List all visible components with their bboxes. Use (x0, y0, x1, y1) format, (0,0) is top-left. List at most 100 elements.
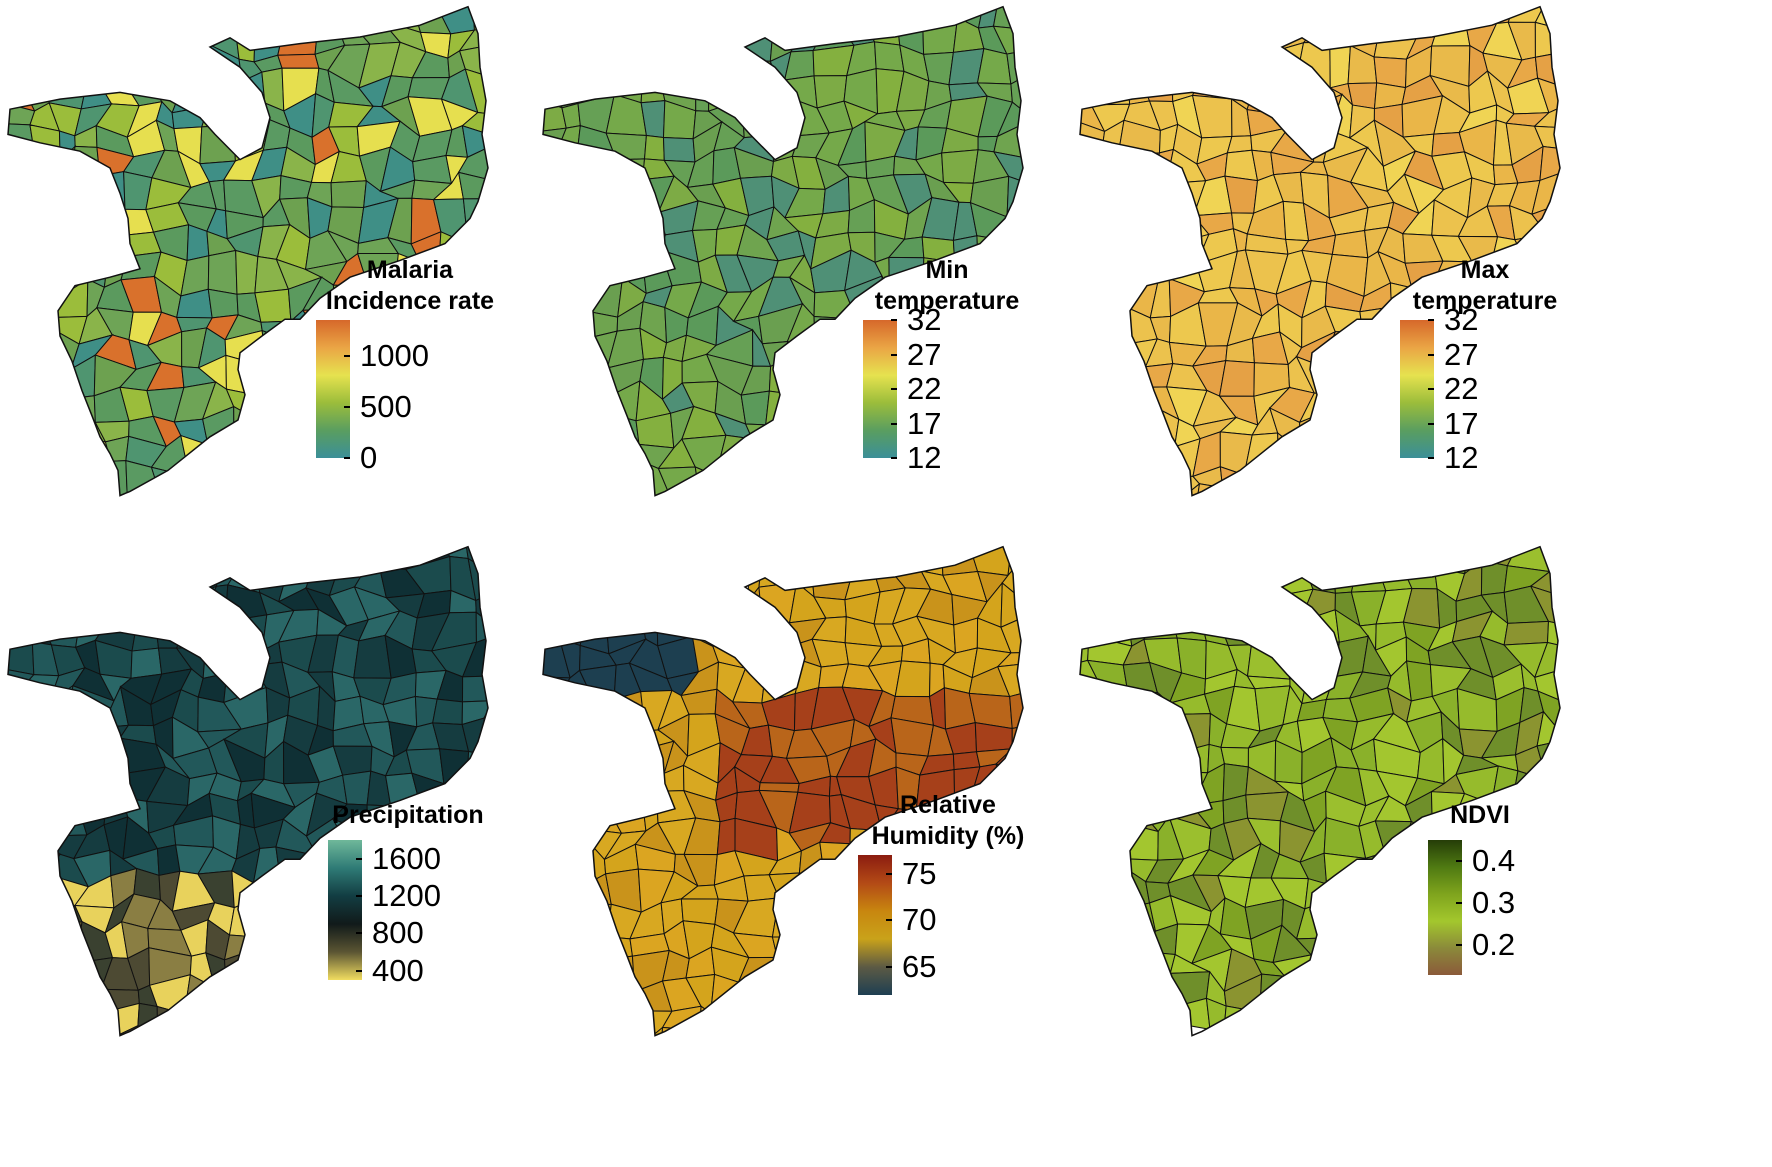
district (1006, 48, 1023, 85)
country-outline (542, 5, 1024, 497)
district (483, 691, 488, 720)
map-panel-6 (1072, 540, 1672, 1110)
district (992, 6, 1023, 30)
district (760, 620, 791, 648)
district (1465, 6, 1498, 27)
district (156, 1005, 185, 1036)
district (261, 329, 297, 368)
map-panel-5 (535, 540, 1135, 1110)
district (1503, 620, 1550, 646)
district (175, 618, 207, 649)
district (224, 614, 268, 652)
district (225, 354, 267, 396)
district (1299, 609, 1340, 643)
district (1323, 852, 1367, 889)
tick-label: 1600 (372, 840, 441, 876)
district (699, 1005, 712, 1031)
country-outline (7, 545, 489, 1037)
district (1122, 797, 1160, 833)
tick-label: 17 (1444, 405, 1479, 441)
tick-label: 32 (1444, 302, 1479, 337)
district (641, 234, 667, 256)
district (457, 145, 488, 181)
district (58, 144, 76, 191)
tick-mark (1428, 422, 1434, 425)
district (380, 6, 422, 34)
district (178, 555, 218, 600)
district (643, 134, 665, 161)
tick-mark (891, 457, 897, 459)
district (659, 1026, 701, 1036)
district (230, 102, 271, 127)
district (202, 634, 245, 680)
district (1331, 229, 1369, 259)
district (467, 750, 488, 782)
district (1222, 1005, 1261, 1036)
tick-label: 27 (1444, 336, 1479, 372)
tick-mark (1428, 388, 1434, 390)
district (740, 390, 770, 426)
district (1307, 639, 1340, 678)
tick-mark (891, 388, 897, 390)
district (378, 546, 419, 570)
district (277, 53, 320, 69)
district (609, 158, 646, 183)
tick-mark (1428, 457, 1434, 459)
district (543, 127, 568, 154)
tick-label: 1200 (372, 878, 441, 913)
tick-mark (891, 353, 897, 356)
country-outline (1079, 545, 1561, 1037)
legend-title: Min (925, 256, 969, 284)
district (199, 124, 236, 165)
district (640, 73, 666, 104)
district (639, 1026, 664, 1036)
legend-title: NDVI (1450, 801, 1510, 829)
district (49, 684, 74, 731)
tick-label: 32 (907, 302, 942, 337)
district (941, 149, 979, 184)
district (1246, 634, 1291, 680)
tick-label: 12 (1444, 440, 1479, 475)
district (1296, 93, 1343, 132)
district (1406, 660, 1433, 702)
tick-mark (356, 895, 362, 897)
district (46, 278, 89, 319)
district (716, 817, 736, 856)
district (8, 641, 35, 676)
district (1270, 42, 1305, 85)
country-outline (542, 545, 1024, 1037)
tick-mark (344, 457, 350, 459)
choropleth-map (7, 5, 489, 497)
district (275, 846, 318, 881)
district (922, 16, 959, 55)
district (712, 613, 751, 648)
tick-mark (356, 969, 362, 972)
district (584, 903, 612, 938)
district (894, 660, 931, 698)
district (1006, 175, 1023, 218)
district (1127, 691, 1158, 724)
choropleth-map (542, 5, 1024, 497)
district (130, 647, 163, 679)
tick-mark (886, 919, 892, 922)
district (1191, 70, 1233, 100)
legend-title: temperature (874, 287, 1020, 315)
district (694, 466, 717, 496)
district (197, 584, 229, 623)
district (8, 122, 35, 164)
district (483, 717, 488, 757)
country-outline (7, 5, 489, 497)
district (29, 124, 61, 162)
tick-mark (1456, 902, 1462, 905)
tick-label: 22 (907, 371, 942, 406)
district (1431, 546, 1473, 575)
tick-mark (891, 422, 897, 425)
district (438, 748, 470, 785)
tick-label: 75 (902, 855, 937, 891)
district (464, 68, 488, 115)
district (662, 137, 696, 163)
district (543, 95, 567, 133)
legend-title: temperature (1412, 287, 1558, 315)
tick-mark (1428, 319, 1434, 321)
district (1277, 431, 1305, 470)
